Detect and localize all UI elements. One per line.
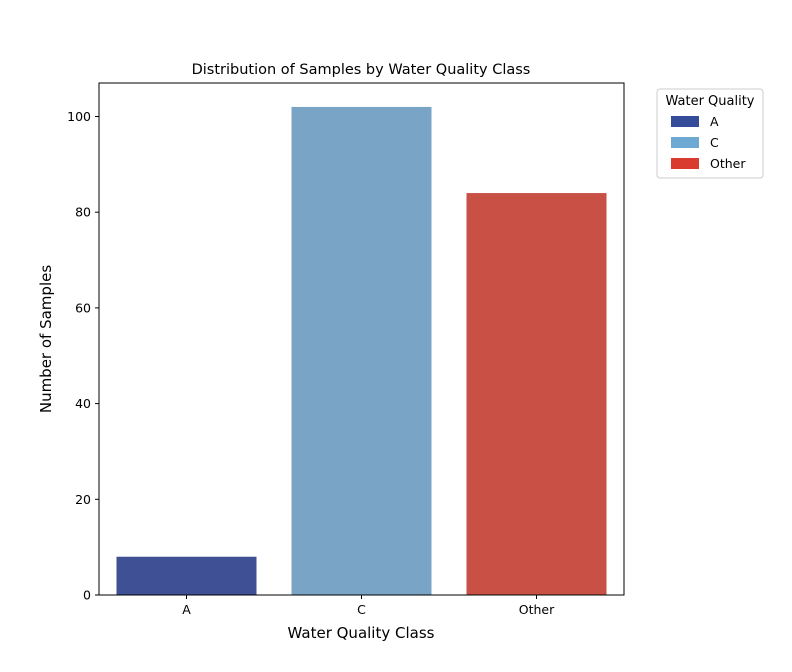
legend: Water Quality AC Other — [656, 88, 764, 179]
bar-a — [116, 556, 257, 595]
y-tick-label: 20 — [75, 492, 91, 507]
legend-title: Water Quality — [665, 94, 754, 109]
y-axis: 0 20 40 60 80 100 — [67, 109, 99, 603]
y-axis-label: Number of Samples — [37, 265, 55, 413]
legend-label-a: A — [710, 114, 719, 129]
y-tick-label: 80 — [75, 205, 91, 220]
y-tick-label: 0 — [83, 588, 91, 603]
legend-label-c: C — [710, 135, 719, 150]
x-axis-label: Water Quality Class — [288, 624, 435, 642]
legend-swatch-c — [671, 137, 699, 148]
y-tick-label: 60 — [75, 300, 91, 315]
x-tick-label: Other — [519, 602, 555, 617]
chart-title: Distribution of Samples by Water Quality… — [192, 62, 531, 78]
bar-c — [291, 106, 432, 596]
x-axis: A C Other — [182, 595, 555, 617]
legend-frame — [656, 88, 764, 179]
y-tick-label: 40 — [75, 396, 91, 411]
legend-swatch-a — [671, 116, 699, 127]
y-tick-label: 100 — [67, 109, 91, 124]
bars-layer — [116, 106, 607, 596]
bar-other — [466, 193, 607, 595]
x-tick-label: C — [357, 602, 366, 617]
legend-entries: AC Other — [671, 114, 746, 171]
legend-label-other: Other — [710, 156, 746, 171]
legend-swatch-other — [671, 158, 699, 169]
x-tick-label: A — [182, 602, 191, 617]
